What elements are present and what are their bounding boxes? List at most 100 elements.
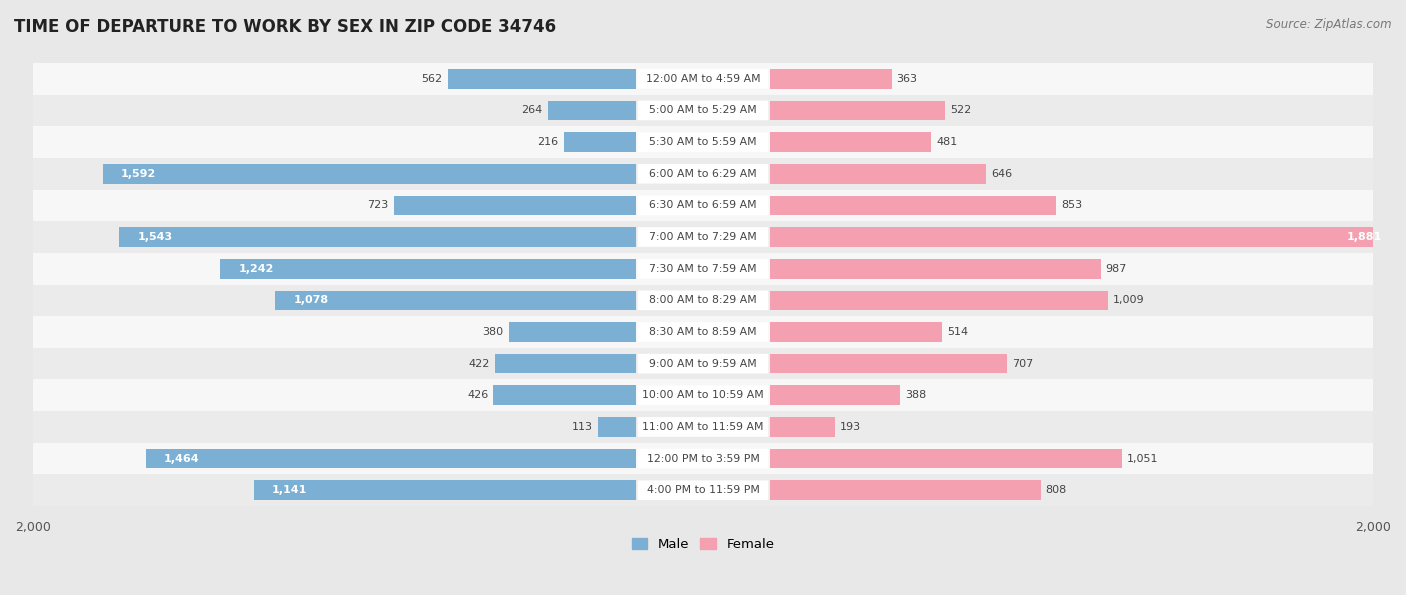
Bar <box>564 132 636 152</box>
Bar <box>447 69 636 89</box>
Text: 380: 380 <box>482 327 503 337</box>
FancyBboxPatch shape <box>30 95 1376 126</box>
Bar <box>274 290 636 310</box>
Text: 422: 422 <box>468 359 489 369</box>
FancyBboxPatch shape <box>30 126 1376 158</box>
FancyBboxPatch shape <box>30 221 1376 253</box>
Text: 1,592: 1,592 <box>121 169 156 178</box>
FancyBboxPatch shape <box>638 386 768 405</box>
FancyBboxPatch shape <box>638 164 768 184</box>
Bar <box>770 386 900 405</box>
Text: 193: 193 <box>839 422 860 432</box>
Bar <box>770 132 931 152</box>
Text: 987: 987 <box>1105 264 1128 274</box>
Bar <box>598 417 636 437</box>
Text: 723: 723 <box>367 201 388 211</box>
FancyBboxPatch shape <box>638 480 768 500</box>
Bar <box>770 101 945 120</box>
Text: 4:00 PM to 11:59 PM: 4:00 PM to 11:59 PM <box>647 486 759 495</box>
FancyBboxPatch shape <box>30 63 1376 95</box>
Text: Source: ZipAtlas.com: Source: ZipAtlas.com <box>1267 18 1392 31</box>
Bar <box>770 322 942 342</box>
FancyBboxPatch shape <box>638 290 768 310</box>
Text: 6:00 AM to 6:29 AM: 6:00 AM to 6:29 AM <box>650 169 756 178</box>
Text: 388: 388 <box>905 390 927 400</box>
Text: 11:00 AM to 11:59 AM: 11:00 AM to 11:59 AM <box>643 422 763 432</box>
Text: 1,881: 1,881 <box>1347 232 1382 242</box>
FancyBboxPatch shape <box>30 348 1376 380</box>
Text: 8:30 AM to 8:59 AM: 8:30 AM to 8:59 AM <box>650 327 756 337</box>
Bar <box>770 69 891 89</box>
FancyBboxPatch shape <box>30 443 1376 474</box>
Text: 1,078: 1,078 <box>294 295 329 305</box>
FancyBboxPatch shape <box>638 196 768 215</box>
Text: 646: 646 <box>991 169 1012 178</box>
FancyBboxPatch shape <box>30 474 1376 506</box>
FancyBboxPatch shape <box>30 316 1376 348</box>
Text: 1,543: 1,543 <box>138 232 173 242</box>
Text: 12:00 PM to 3:59 PM: 12:00 PM to 3:59 PM <box>647 453 759 464</box>
Text: 562: 562 <box>422 74 443 84</box>
FancyBboxPatch shape <box>30 284 1376 316</box>
FancyBboxPatch shape <box>638 227 768 247</box>
Bar <box>219 259 636 278</box>
FancyBboxPatch shape <box>638 101 768 120</box>
Text: 481: 481 <box>936 137 957 147</box>
FancyBboxPatch shape <box>30 380 1376 411</box>
FancyBboxPatch shape <box>638 69 768 89</box>
Text: 7:00 AM to 7:29 AM: 7:00 AM to 7:29 AM <box>650 232 756 242</box>
Text: 6:30 AM to 6:59 AM: 6:30 AM to 6:59 AM <box>650 201 756 211</box>
Bar <box>770 290 1108 310</box>
Bar <box>253 480 636 500</box>
Bar <box>770 164 987 184</box>
Bar <box>495 354 636 374</box>
Bar <box>145 449 636 468</box>
Text: 113: 113 <box>572 422 593 432</box>
Text: 9:00 AM to 9:59 AM: 9:00 AM to 9:59 AM <box>650 359 756 369</box>
Bar <box>509 322 636 342</box>
FancyBboxPatch shape <box>30 411 1376 443</box>
Text: 853: 853 <box>1060 201 1083 211</box>
Text: 1,009: 1,009 <box>1114 295 1144 305</box>
Bar <box>103 164 636 184</box>
FancyBboxPatch shape <box>638 354 768 374</box>
Bar <box>770 227 1400 247</box>
Bar <box>547 101 636 120</box>
FancyBboxPatch shape <box>638 132 768 152</box>
Text: 12:00 AM to 4:59 AM: 12:00 AM to 4:59 AM <box>645 74 761 84</box>
Text: 1,141: 1,141 <box>273 486 308 495</box>
Legend: Male, Female: Male, Female <box>626 533 780 556</box>
Text: 363: 363 <box>897 74 918 84</box>
FancyBboxPatch shape <box>30 190 1376 221</box>
Text: 514: 514 <box>948 327 969 337</box>
Text: 426: 426 <box>467 390 488 400</box>
Bar <box>394 196 636 215</box>
FancyBboxPatch shape <box>638 417 768 437</box>
Bar <box>770 417 835 437</box>
Bar <box>494 386 636 405</box>
Text: 10:00 AM to 10:59 AM: 10:00 AM to 10:59 AM <box>643 390 763 400</box>
Bar <box>770 354 1007 374</box>
Text: 5:00 AM to 5:29 AM: 5:00 AM to 5:29 AM <box>650 105 756 115</box>
Text: 216: 216 <box>537 137 558 147</box>
Text: 264: 264 <box>522 105 543 115</box>
Bar <box>770 196 1056 215</box>
FancyBboxPatch shape <box>638 449 768 468</box>
FancyBboxPatch shape <box>638 259 768 278</box>
Text: 5:30 AM to 5:59 AM: 5:30 AM to 5:59 AM <box>650 137 756 147</box>
Text: 1,242: 1,242 <box>238 264 274 274</box>
FancyBboxPatch shape <box>638 322 768 342</box>
Bar <box>120 227 636 247</box>
Text: 808: 808 <box>1046 486 1067 495</box>
Text: 1,464: 1,464 <box>165 453 200 464</box>
FancyBboxPatch shape <box>30 253 1376 284</box>
Text: 522: 522 <box>950 105 972 115</box>
FancyBboxPatch shape <box>30 158 1376 190</box>
Text: 1,051: 1,051 <box>1128 453 1159 464</box>
Text: 8:00 AM to 8:29 AM: 8:00 AM to 8:29 AM <box>650 295 756 305</box>
Bar <box>770 449 1122 468</box>
Text: 7:30 AM to 7:59 AM: 7:30 AM to 7:59 AM <box>650 264 756 274</box>
Bar <box>770 480 1040 500</box>
Text: TIME OF DEPARTURE TO WORK BY SEX IN ZIP CODE 34746: TIME OF DEPARTURE TO WORK BY SEX IN ZIP … <box>14 18 557 36</box>
Text: 707: 707 <box>1012 359 1033 369</box>
